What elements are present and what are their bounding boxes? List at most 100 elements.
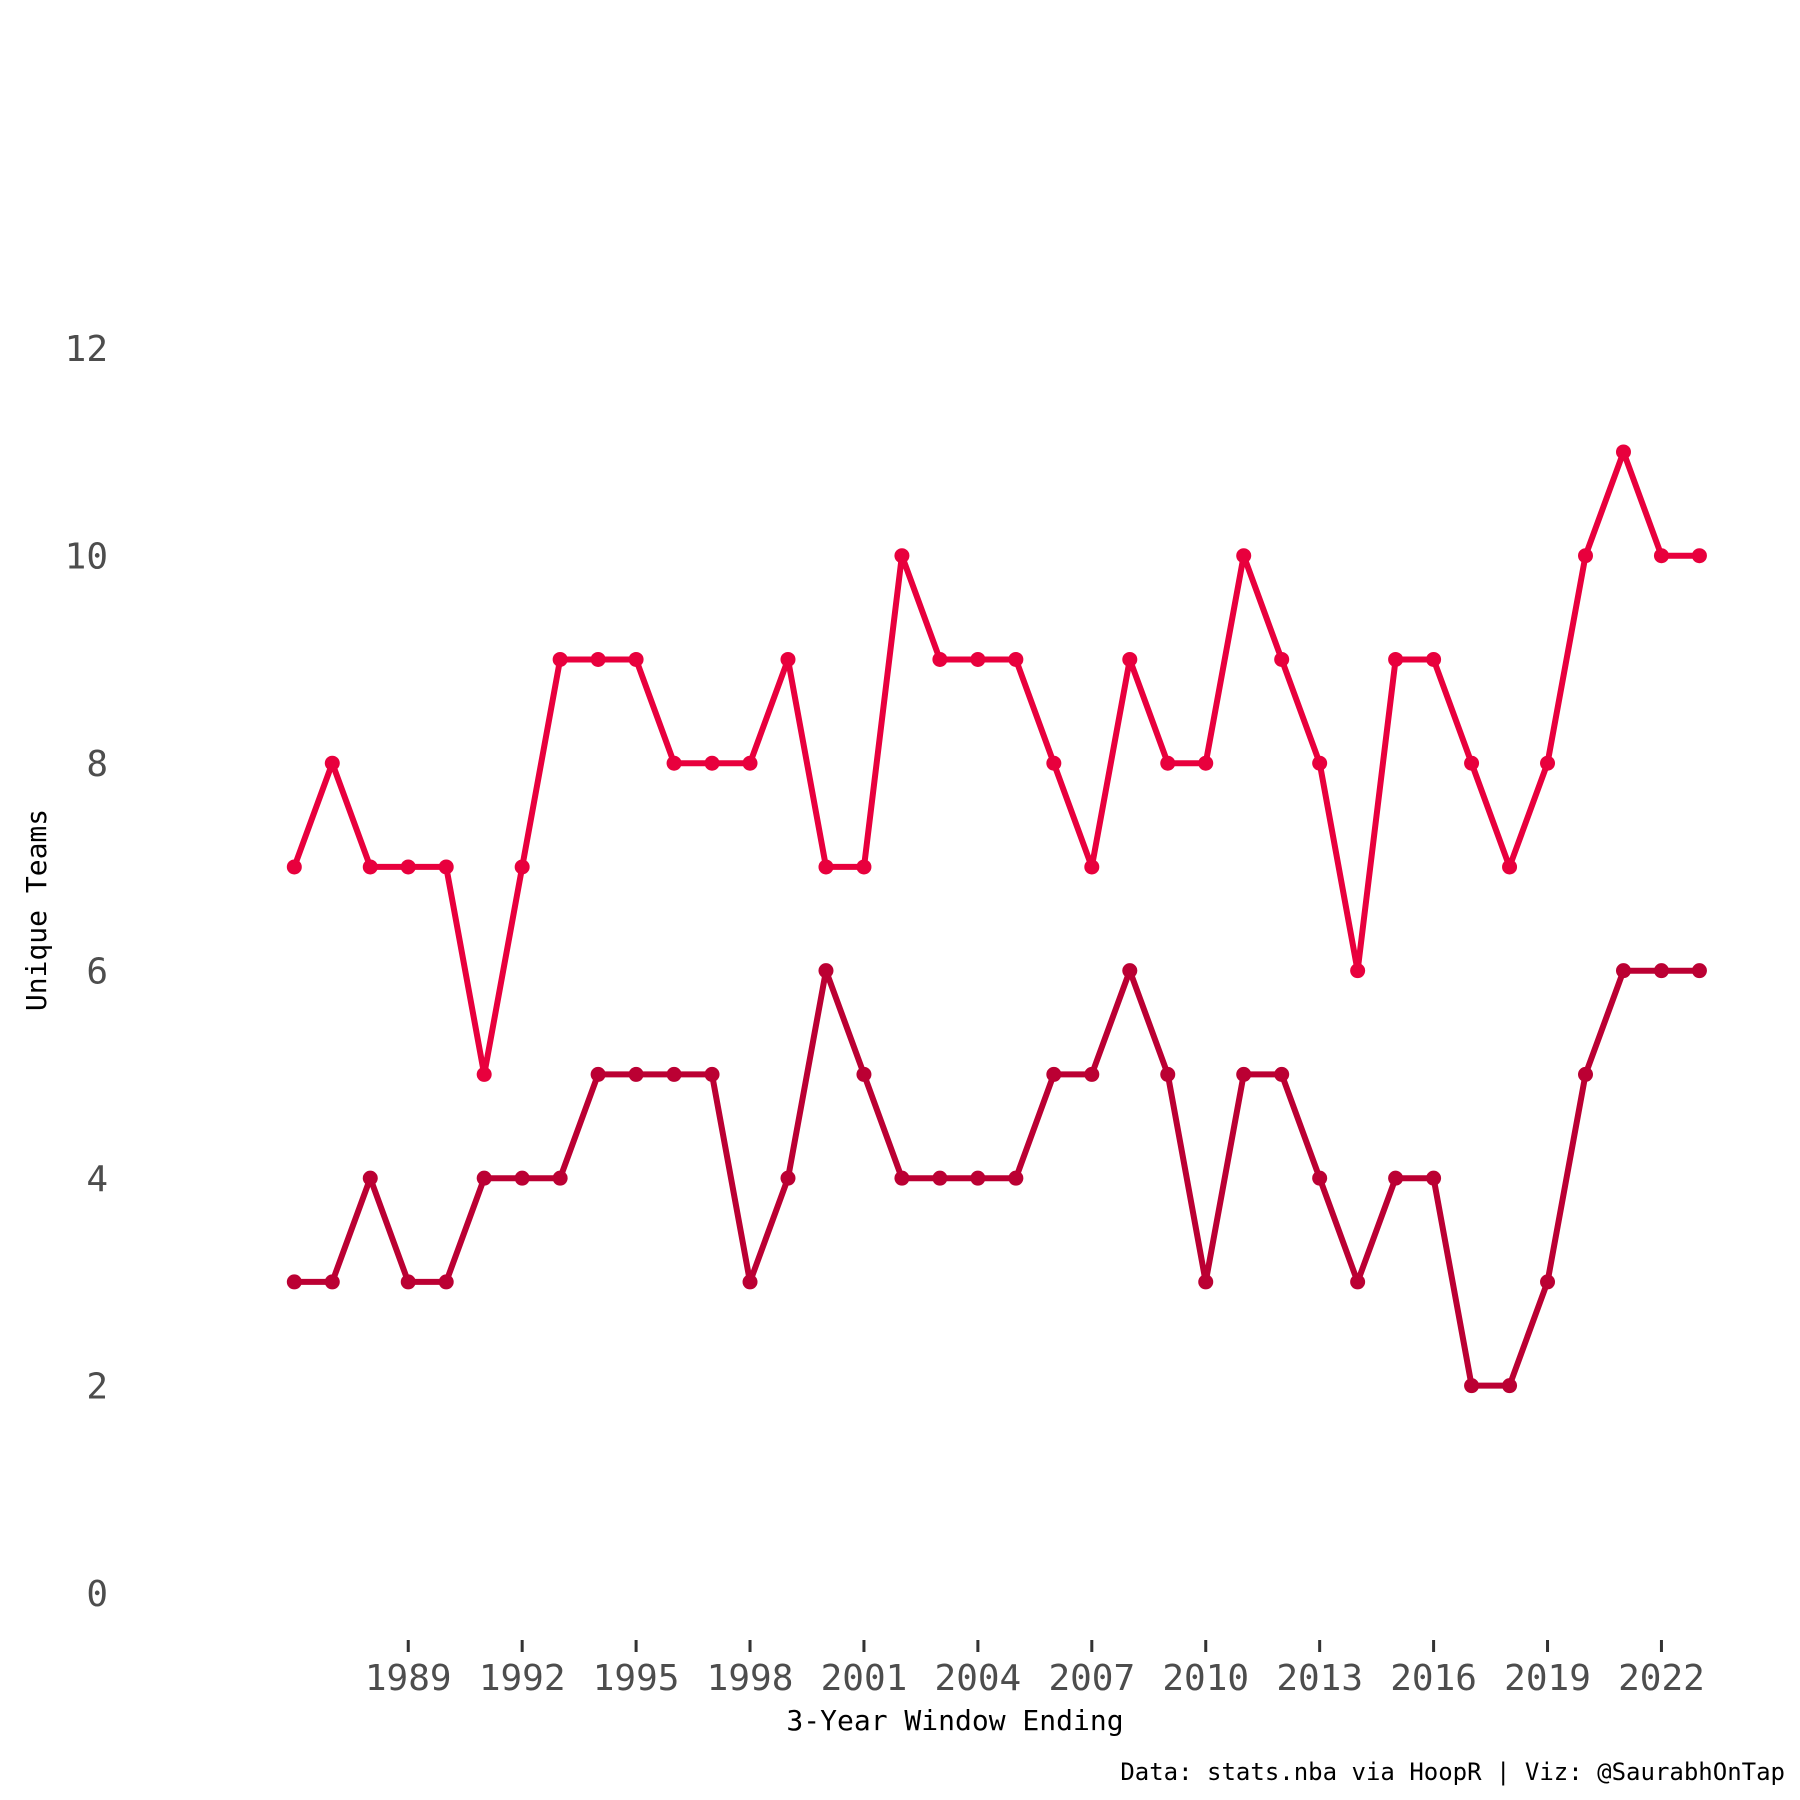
chart-caption: Data: stats.nba via HoopR | Viz: @Saurab…: [1120, 1758, 1785, 1786]
series-line: [291, 449, 1703, 1078]
data-point: [1084, 859, 1100, 875]
y-tick-label: 12: [65, 329, 108, 370]
data-point: [590, 651, 606, 667]
data-point: [324, 755, 340, 771]
data-point: [438, 1274, 454, 1290]
x-tick-label: 2004: [935, 1658, 1022, 1699]
data-point: [476, 1066, 492, 1082]
data-point: [1653, 963, 1669, 979]
x-tick-label: 2019: [1504, 1658, 1591, 1699]
x-axis-title: 3-Year Window Ending: [786, 1704, 1123, 1737]
data-point: [780, 1170, 796, 1186]
data-point: [666, 1066, 682, 1082]
data-point: [1350, 963, 1366, 979]
data-point: [1502, 1378, 1518, 1394]
data-point: [1502, 859, 1518, 875]
data-point: [818, 859, 834, 875]
data-point: [1388, 1170, 1404, 1186]
data-point: [1426, 651, 1442, 667]
y-tick-label: 10: [65, 537, 108, 578]
data-point: [1691, 548, 1707, 564]
x-tick-label: 2001: [821, 1658, 908, 1699]
data-point: [1274, 1066, 1290, 1082]
data-point: [476, 1170, 492, 1186]
data-point: [628, 651, 644, 667]
data-point: [856, 859, 872, 875]
data-point: [324, 1274, 340, 1290]
data-point: [1274, 651, 1290, 667]
data-point: [362, 859, 378, 875]
y-tick-label: 2: [86, 1367, 108, 1408]
data-point: [286, 1274, 302, 1290]
data-point: [1464, 755, 1480, 771]
data-point: [742, 1274, 758, 1290]
data-point: [1350, 1274, 1366, 1290]
data-point: [1578, 548, 1593, 564]
data-point: [286, 859, 302, 875]
data-point: [704, 1066, 720, 1082]
data-point: [1426, 1170, 1442, 1186]
x-tick-label: 2010: [1162, 1658, 1249, 1699]
data-point: [1046, 755, 1062, 771]
data-point: [1084, 1066, 1100, 1082]
data-point: [970, 1170, 986, 1186]
series-layer: [286, 444, 1707, 1394]
x-tick-label: 2007: [1048, 1658, 1135, 1699]
x-axis-ticks: 1989 1992 1995 1998 2001 2004 2007 2010 2013 2016…: [365, 1640, 1705, 1699]
data-point: [1312, 755, 1328, 771]
data-point: [1160, 755, 1176, 771]
data-point: [514, 1170, 530, 1186]
data-point: [362, 1170, 378, 1186]
data-point: [1008, 651, 1024, 667]
data-point: [894, 1170, 910, 1186]
data-point: [1540, 755, 1556, 771]
x-tick-label: 2013: [1276, 1658, 1363, 1699]
x-tick-label: 1995: [593, 1658, 680, 1699]
data-point: [1615, 444, 1631, 460]
x-tick-label: 1992: [479, 1658, 566, 1699]
data-point: [1236, 1066, 1252, 1082]
data-point: [666, 755, 682, 771]
data-point: [1198, 1274, 1214, 1290]
y-tick-label: 0: [86, 1574, 108, 1615]
data-point: [1160, 1066, 1176, 1082]
data-point: [1198, 755, 1214, 771]
series-line: [291, 967, 1703, 1389]
data-point: [704, 755, 720, 771]
y-tick-label: 6: [86, 952, 108, 993]
data-point: [438, 859, 454, 875]
y-axis-title: Unique Teams: [20, 809, 53, 1011]
series-1: [286, 444, 1707, 1082]
data-point: [1615, 963, 1631, 979]
y-tick-label: 4: [86, 1159, 108, 1200]
series-2: [286, 963, 1707, 1394]
data-point: [932, 1170, 948, 1186]
data-point: [1312, 1170, 1328, 1186]
x-tick-label: 2022: [1618, 1658, 1705, 1699]
data-point: [742, 755, 758, 771]
data-point: [400, 1274, 416, 1290]
data-point: [1122, 651, 1138, 667]
data-point: [1122, 963, 1138, 979]
y-axis-ticks: 0 2 4 6 8 10 12: [65, 329, 108, 1615]
data-point: [1653, 548, 1669, 564]
data-point: [894, 548, 910, 564]
x-tick-label: 1989: [365, 1658, 452, 1699]
data-point: [1388, 651, 1404, 667]
data-point: [1464, 1378, 1480, 1394]
data-point: [400, 859, 416, 875]
data-point: [856, 1066, 872, 1082]
data-point: [1691, 963, 1707, 979]
data-point: [552, 651, 568, 667]
data-point: [514, 859, 530, 875]
data-point: [1578, 1066, 1593, 1082]
x-tick-label: 1998: [707, 1658, 794, 1699]
x-tick-label: 2016: [1390, 1658, 1477, 1699]
data-point: [1046, 1066, 1062, 1082]
data-point: [628, 1066, 644, 1082]
data-point: [1236, 548, 1252, 564]
y-tick-label: 8: [86, 744, 108, 785]
data-point: [818, 963, 834, 979]
data-point: [932, 651, 948, 667]
